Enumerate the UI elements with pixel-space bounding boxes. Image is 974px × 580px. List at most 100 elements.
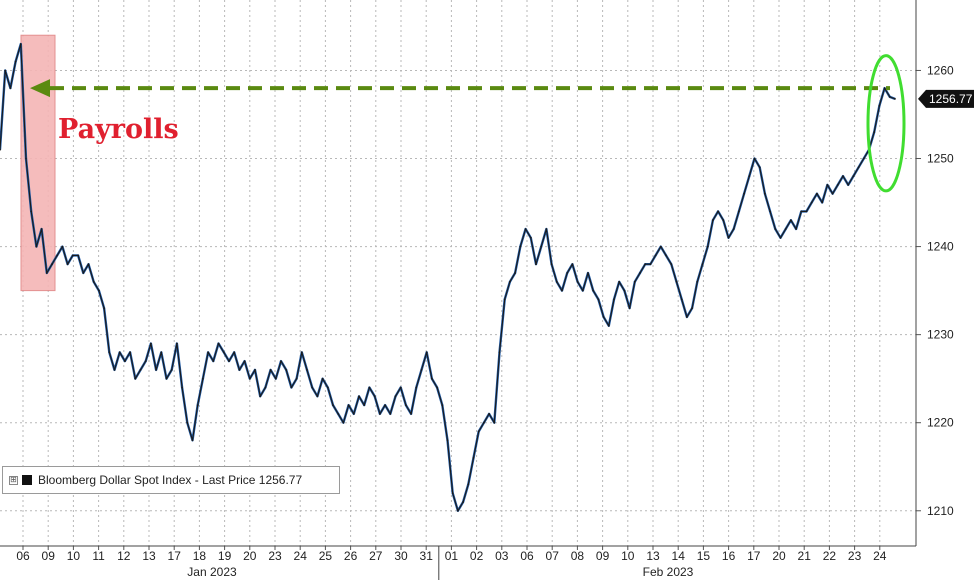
price-point [14,60,17,63]
price-point [207,351,210,354]
price-point [670,263,673,266]
price-point [321,377,324,380]
price-point [805,210,808,213]
price-point [124,360,126,362]
price-point [712,219,714,222]
price-point [431,377,433,380]
legend-toggle-icon[interactable]: ⊞ [9,474,18,485]
price-point [779,236,782,239]
x-tick-label: 09 [596,549,610,563]
price-point [524,228,527,230]
x-tick-label: 19 [218,549,232,563]
price-point [82,272,85,274]
price-point [4,69,7,72]
price-point [758,166,761,169]
price-point [405,404,407,406]
price-point [384,404,386,406]
price-point [831,192,834,195]
price-point [352,413,355,415]
price-point [607,324,610,327]
price-point [285,369,288,371]
price-point [290,386,293,389]
price-point [738,210,740,213]
price-point [212,360,215,362]
price-point [649,263,652,266]
price-point [129,351,132,354]
price-point [155,369,158,371]
price-point [363,404,366,406]
price-point [644,263,647,266]
x-tick-label: 09 [42,549,56,563]
price-point [373,395,376,398]
price-point [61,245,64,248]
x-tick-label: 30 [394,549,408,563]
x-tick-label: 08 [571,549,585,563]
price-point [659,245,662,248]
price-point [618,280,621,283]
price-point [108,351,111,354]
price-point [790,219,792,222]
x-tick-label: 03 [495,549,509,563]
price-point [77,254,79,257]
price-point [472,457,475,459]
price-point [753,157,756,160]
price-point [498,351,501,354]
x-tick-label: 24 [873,549,887,563]
price-point [98,289,100,292]
price-point [691,307,693,310]
price-point [800,210,803,213]
price-point [160,351,163,354]
price-point [441,404,444,406]
x-tick-label: 12 [117,549,131,563]
x-tick-label: 17 [747,549,761,563]
price-point [873,131,876,134]
price-point [259,395,262,398]
price-point [274,377,277,380]
x-tick-label: 10 [621,549,635,563]
x-tick-label: 07 [546,549,560,563]
price-point [545,228,548,230]
price-point [654,254,657,257]
price-point [587,272,589,274]
price-point [45,272,48,274]
price-point [701,263,704,266]
price-point [436,386,438,389]
price-point [883,87,886,89]
price-point [425,351,428,354]
price-point [176,342,178,345]
price-point [878,104,881,107]
price-point [686,316,688,318]
price-point [254,369,256,371]
price-point [202,377,204,380]
price-point [696,280,699,283]
month-label: Feb 2023 [643,565,694,579]
highlight-circle-icon [866,54,906,193]
price-point [639,272,641,274]
price-point [821,201,824,204]
chart-legend[interactable]: ⊞ Bloomberg Dollar Spot Index - Last Pri… [2,466,340,494]
x-tick-label: 18 [193,549,207,563]
price-point [566,272,569,274]
y-tick-label: 1230 [927,328,954,342]
price-point [519,245,522,248]
price-point [680,298,683,301]
price-point [597,298,600,301]
x-tick-label: 22 [823,549,837,563]
price-point [550,263,553,266]
price-point [56,254,59,257]
payrolls-label: Payrolls [58,114,179,145]
x-tick-label: 13 [142,549,156,563]
price-point [613,298,615,301]
price-point [748,175,751,178]
price-point [795,228,797,230]
price-point [196,404,199,406]
annotation-overlay: 1256.77 [30,54,974,193]
price-point [555,280,558,283]
price-point [451,492,454,495]
price-point [217,342,220,345]
price-point [717,210,719,213]
x-tick-label: 24 [294,549,308,563]
price-point [358,395,360,398]
price-point [228,360,230,362]
